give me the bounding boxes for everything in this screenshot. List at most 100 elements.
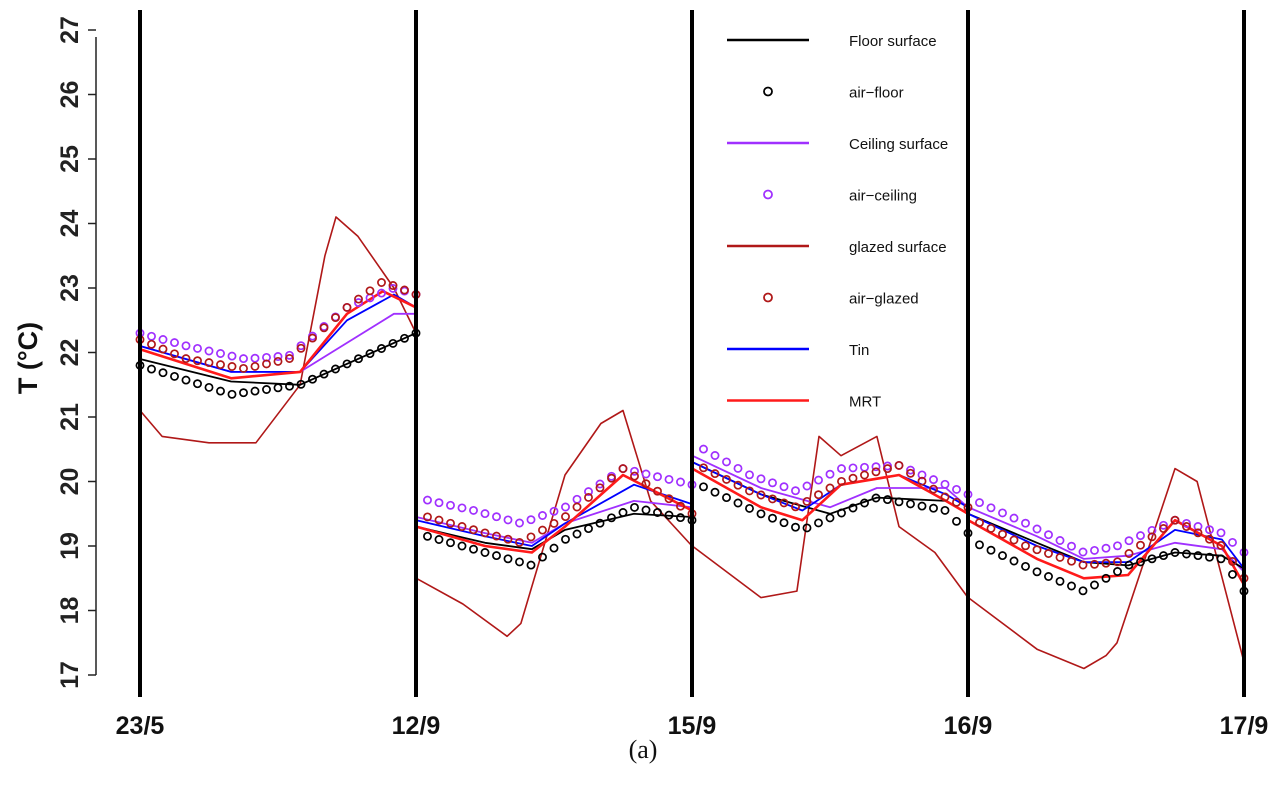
data-point	[377, 288, 386, 298]
data-point	[193, 356, 202, 366]
data-point	[515, 537, 524, 547]
data-point	[239, 354, 248, 364]
data-point	[768, 494, 777, 504]
data-point	[1193, 551, 1203, 561]
x-tick-label: 17/9	[1220, 712, 1269, 740]
data-point	[1228, 537, 1237, 547]
data-point	[193, 343, 202, 353]
data-point	[1205, 525, 1214, 535]
data-point	[1078, 586, 1088, 596]
data-point	[733, 498, 743, 508]
data-point	[860, 498, 869, 508]
data-point	[791, 486, 800, 496]
data-point	[342, 302, 352, 312]
data-point	[975, 518, 984, 528]
data-point	[181, 375, 191, 385]
data-point	[538, 525, 547, 535]
data-point	[1136, 531, 1145, 541]
data-point	[492, 551, 501, 561]
data-point	[227, 351, 237, 361]
data-point	[526, 560, 536, 570]
data-point	[952, 516, 961, 526]
data-point	[1147, 554, 1157, 564]
data-point	[1101, 543, 1111, 553]
legend-swatch	[763, 86, 773, 97]
data-point	[595, 479, 605, 489]
y-tick-label: 25	[56, 145, 84, 173]
data-point	[1021, 518, 1030, 528]
data-point	[848, 463, 858, 473]
data-point	[503, 515, 513, 525]
data-point	[388, 283, 398, 293]
data-point	[756, 490, 766, 500]
data-point	[1205, 534, 1214, 544]
data-point	[319, 323, 329, 333]
data-point	[848, 473, 858, 483]
data-point	[526, 515, 536, 525]
data-point	[710, 451, 720, 460]
data-point	[262, 385, 271, 394]
data-point	[342, 359, 352, 369]
data-point	[515, 518, 524, 528]
data-point	[1044, 549, 1053, 558]
data-point	[825, 513, 835, 523]
data-point	[929, 503, 938, 513]
data-point	[204, 358, 214, 368]
data-point	[1205, 552, 1214, 562]
data-point	[1159, 551, 1168, 561]
figure-caption: (a)	[629, 735, 658, 764]
y-tick-label: 26	[56, 81, 84, 109]
data-point	[768, 513, 777, 523]
data-point	[457, 503, 467, 513]
data-point	[791, 502, 800, 512]
x-ticks: 23/5 12/9 15/9 16/9 17/9	[116, 712, 1269, 740]
data-point	[1067, 556, 1076, 566]
data-point	[860, 462, 869, 472]
data-point	[503, 554, 513, 564]
data-point	[1193, 528, 1203, 538]
legend-label: MRT	[849, 394, 881, 411]
data-point	[388, 338, 398, 348]
data-point	[733, 463, 743, 473]
data-point	[1090, 559, 1099, 569]
data-point	[779, 518, 789, 528]
data-point	[607, 513, 616, 523]
data-point	[227, 362, 237, 371]
series-line	[139, 216, 1245, 670]
data-point	[699, 463, 708, 473]
data-point	[699, 482, 708, 492]
data-point	[158, 344, 168, 354]
data-point	[1067, 581, 1076, 591]
data-point	[653, 486, 662, 496]
data-point	[457, 541, 467, 551]
data-point	[181, 341, 191, 351]
data-point	[1228, 557, 1237, 566]
data-point	[710, 469, 720, 479]
data-point	[722, 493, 731, 503]
data-point	[423, 512, 432, 522]
data-point	[630, 502, 639, 512]
data-point	[354, 298, 363, 308]
data-point	[549, 518, 559, 528]
data-point	[446, 518, 455, 528]
data-point	[250, 386, 260, 396]
data-point	[986, 503, 996, 513]
data-point	[526, 532, 536, 542]
data-point	[837, 464, 846, 474]
data-point	[1101, 573, 1111, 583]
data-point	[285, 354, 294, 363]
data-point	[331, 313, 340, 323]
data-point	[871, 467, 881, 477]
series-line	[139, 312, 1245, 573]
data-point	[894, 460, 904, 470]
data-point	[365, 286, 375, 296]
data-point	[1044, 572, 1053, 581]
x-tick-label: 16/9	[944, 712, 993, 740]
data-point	[779, 482, 789, 492]
data-point	[814, 475, 823, 485]
data-point	[894, 497, 904, 507]
data-point	[296, 343, 306, 353]
data-point	[1159, 524, 1168, 533]
data-point	[641, 469, 651, 479]
series-tin	[139, 293, 1245, 570]
